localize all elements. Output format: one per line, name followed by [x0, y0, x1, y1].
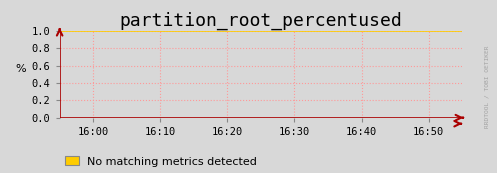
Title: partition_root_percentused: partition_root_percentused	[120, 12, 402, 30]
Legend: No matching metrics detected: No matching metrics detected	[65, 156, 257, 166]
Y-axis label: %: %	[15, 64, 26, 74]
Text: RRDTOOL / TOBI OETIKER: RRDTOOL / TOBI OETIKER	[485, 45, 490, 128]
